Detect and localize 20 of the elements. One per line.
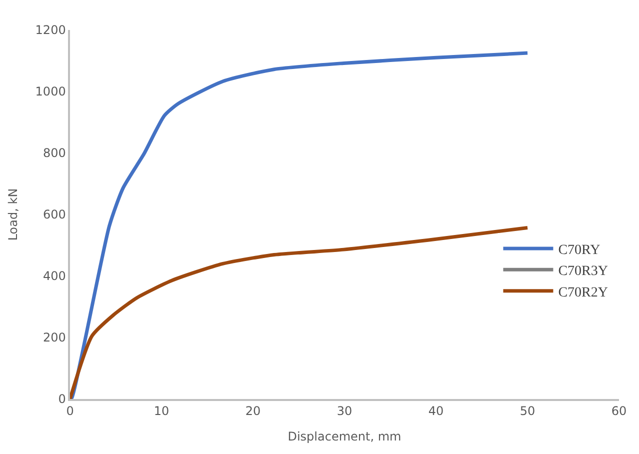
x-tick-label: 40 (428, 404, 444, 418)
x-axis-title: Displacement, mm (288, 430, 402, 444)
x-tick-label: 20 (245, 404, 261, 418)
y-tick-label: 1200 (35, 23, 66, 38)
line-series (70, 226, 530, 399)
legend-label: C70RY (558, 242, 600, 258)
legend-label: C70R2Y (558, 285, 608, 300)
y-axis-title: Load, kN (6, 188, 20, 241)
y-tick-label: 600 (42, 208, 66, 222)
line-series (70, 51, 530, 399)
x-tick-label: 30 (336, 404, 352, 418)
y-tick-label: 0 (58, 392, 66, 406)
y-tick-label: 400 (42, 269, 66, 284)
legend-label: C70R3Y (558, 264, 608, 280)
x-tick-label: 10 (154, 404, 170, 418)
x-tick-label: 60 (611, 404, 627, 418)
x-tick-label: 50 (520, 404, 536, 418)
y-tick-label: 200 (42, 330, 66, 345)
y-tick-label: 1000 (35, 84, 66, 99)
y-tick-label: 800 (42, 146, 66, 160)
